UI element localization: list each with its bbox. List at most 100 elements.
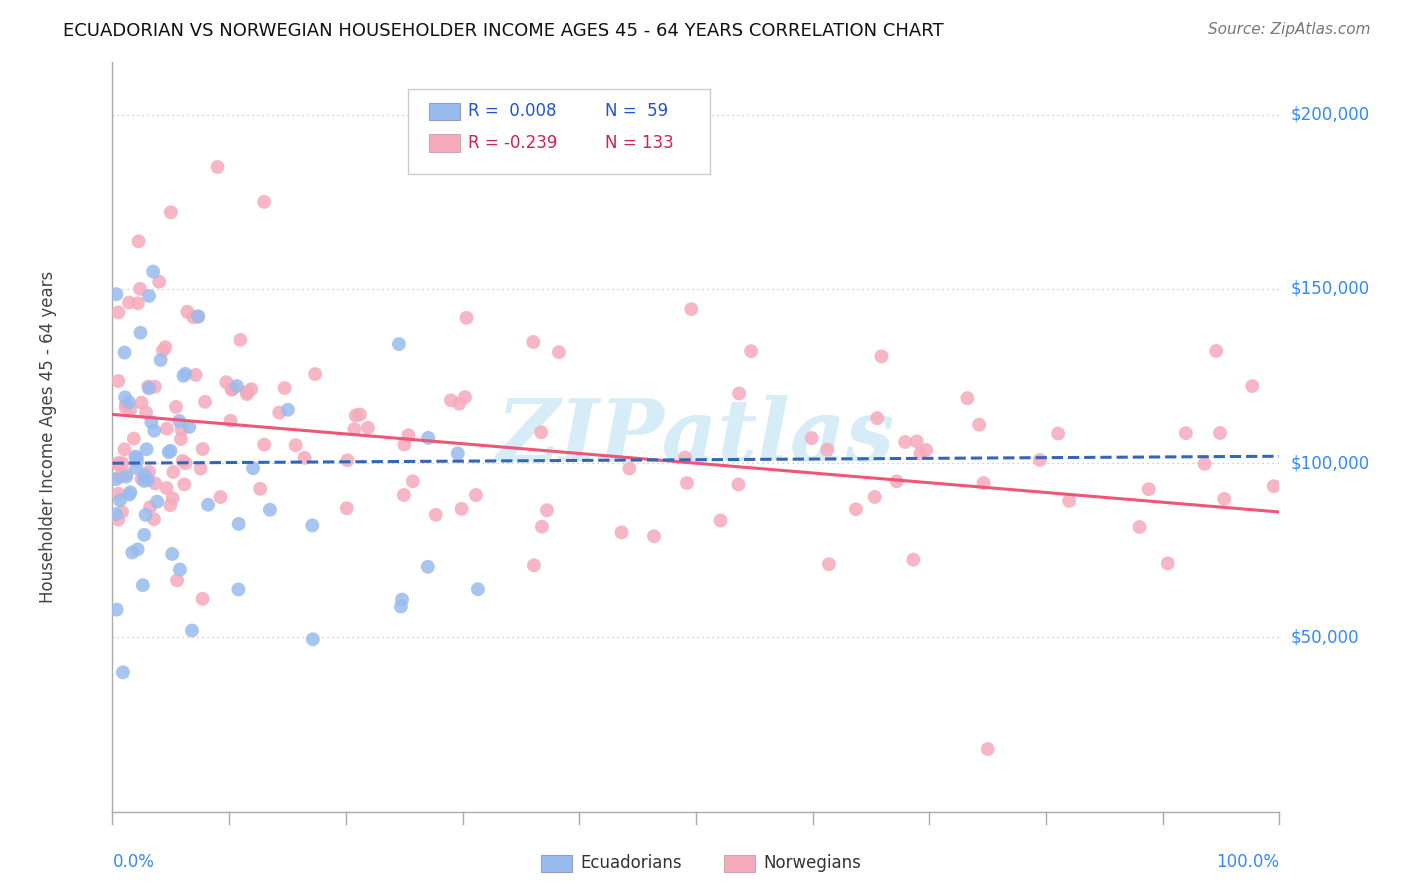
Point — [159, 443, 181, 458]
Text: Source: ZipAtlas.com: Source: ZipAtlas.com — [1208, 22, 1371, 37]
Point — [107, 456, 129, 470]
Point — [135, 442, 157, 457]
Text: N = 133: N = 133 — [605, 134, 673, 152]
Point — [548, 345, 571, 359]
Point — [172, 454, 194, 468]
Text: ECUADORIAN VS NORWEGIAN HOUSEHOLDER INCOME AGES 45 - 64 YEARS CORRELATION CHART: ECUADORIAN VS NORWEGIAN HOUSEHOLDER INCO… — [63, 22, 943, 40]
Point — [169, 562, 191, 576]
Point — [253, 437, 276, 451]
Point — [236, 384, 259, 399]
Point — [530, 519, 553, 533]
Point — [221, 383, 243, 397]
Point — [967, 417, 990, 432]
Point — [1174, 426, 1197, 441]
Point — [1029, 453, 1052, 467]
Point — [136, 379, 159, 393]
Point — [149, 353, 172, 368]
Point — [915, 442, 938, 457]
Point — [336, 453, 359, 467]
Point — [159, 498, 181, 512]
Point — [215, 376, 238, 390]
Point — [389, 599, 412, 614]
Text: Ecuadorians: Ecuadorians — [581, 854, 682, 871]
Point — [418, 431, 440, 445]
Point — [229, 333, 252, 347]
Point — [866, 411, 889, 425]
Point — [181, 310, 204, 325]
Point — [464, 488, 486, 502]
Point — [176, 305, 198, 319]
Point — [111, 456, 134, 470]
Point — [157, 445, 180, 459]
Point — [643, 529, 665, 543]
Point — [530, 425, 553, 440]
Point — [402, 475, 425, 489]
Point — [740, 344, 762, 359]
Point — [219, 414, 242, 428]
Point — [162, 465, 184, 479]
Point — [107, 512, 129, 526]
Point — [259, 502, 281, 516]
Point — [536, 503, 558, 517]
Point — [104, 472, 127, 486]
Point — [129, 326, 152, 340]
Point — [120, 485, 142, 500]
Point — [349, 408, 371, 422]
Point — [174, 456, 197, 470]
Point — [304, 367, 326, 381]
Text: Householder Income Ages 45 - 64 years: Householder Income Ages 45 - 64 years — [39, 271, 58, 603]
Point — [111, 665, 134, 680]
Point — [894, 434, 917, 449]
Point — [114, 401, 136, 415]
Point — [114, 390, 136, 404]
Point — [131, 395, 153, 409]
Point — [134, 468, 156, 483]
Point — [138, 289, 160, 303]
Point — [139, 500, 162, 515]
Text: Norwegians: Norwegians — [763, 854, 862, 871]
Text: 0.0%: 0.0% — [112, 853, 155, 871]
Point — [191, 591, 214, 606]
Point — [191, 442, 214, 456]
Point — [166, 574, 188, 588]
Point — [1241, 379, 1264, 393]
Point — [156, 481, 179, 495]
Point — [294, 450, 316, 465]
Point — [1194, 457, 1216, 471]
Point — [727, 477, 749, 491]
Point — [886, 475, 908, 489]
Point — [105, 287, 128, 301]
Point — [125, 454, 148, 468]
Point — [108, 493, 131, 508]
Point — [155, 340, 177, 354]
Point — [118, 395, 141, 409]
Text: $200,000: $200,000 — [1291, 106, 1369, 124]
Point — [120, 402, 142, 417]
Point — [242, 461, 264, 475]
Point — [156, 422, 179, 436]
Point — [194, 394, 217, 409]
Point — [138, 465, 160, 479]
Point — [228, 516, 250, 531]
Point — [136, 473, 159, 487]
Point — [905, 434, 928, 449]
Point — [676, 476, 699, 491]
Point — [1209, 425, 1232, 440]
Point — [114, 442, 136, 457]
Point — [125, 461, 148, 475]
Point — [394, 437, 416, 451]
Point — [973, 475, 995, 490]
Point — [179, 420, 201, 434]
Text: R =  0.008: R = 0.008 — [468, 103, 557, 120]
Point — [107, 374, 129, 388]
Point — [160, 547, 183, 561]
Point — [357, 421, 380, 435]
Point — [269, 406, 291, 420]
Point — [173, 477, 195, 491]
Point — [111, 505, 134, 519]
Point — [425, 508, 447, 522]
Point — [253, 194, 276, 209]
Point — [870, 350, 893, 364]
Point — [162, 491, 184, 505]
Point — [129, 282, 152, 296]
